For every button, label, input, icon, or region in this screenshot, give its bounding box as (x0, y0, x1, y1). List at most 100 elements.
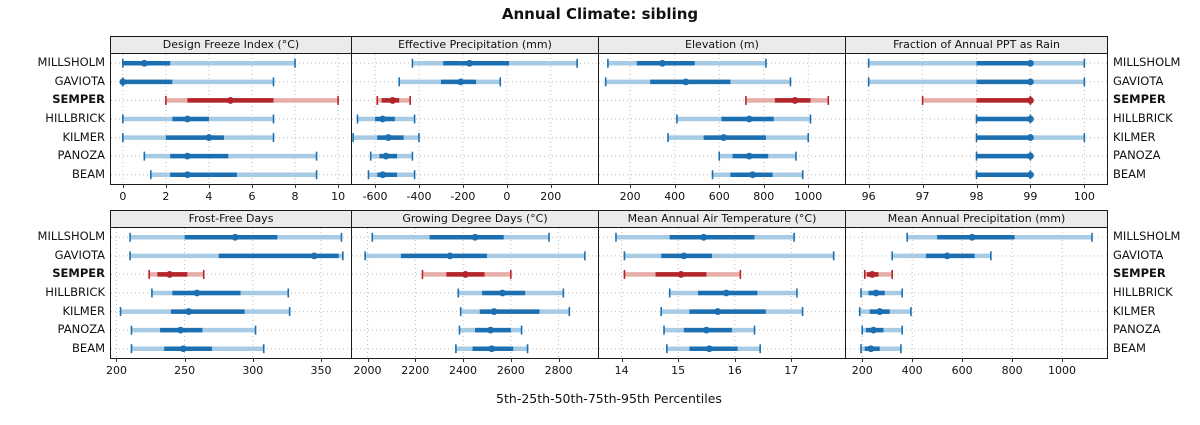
axis-tick-label: 2800 (544, 364, 573, 377)
panel-plot-svg (111, 54, 351, 184)
series-millsholm (906, 232, 1093, 242)
panel-plot-region (111, 54, 351, 184)
panel-plot-svg (352, 228, 598, 358)
axis-tick-mark (550, 184, 552, 188)
series-kilmer (119, 307, 291, 317)
series-millsholm (122, 58, 296, 68)
axis-tick-mark (1012, 358, 1014, 362)
series-kilmer (667, 133, 810, 143)
station-label-gaviota: GAVIOTA (54, 247, 105, 262)
series-panoza (663, 325, 756, 335)
axis-tick-label: 200 (105, 364, 127, 377)
series-beam (455, 344, 529, 354)
station-label-beam: BEAM (1113, 340, 1146, 355)
series-semper (148, 269, 205, 279)
axis-tick-mark (462, 184, 464, 188)
station-label-millsholm: MILLSHOLM (37, 229, 105, 244)
panel-plot-svg (846, 228, 1107, 358)
axis-tick-mark (862, 358, 864, 362)
series-hillbrick (151, 288, 290, 298)
station-label-millsholm: MILLSHOLM (1113, 55, 1181, 70)
series-gaviota (129, 251, 344, 261)
series-gaviota (891, 251, 992, 261)
axis-tick-label: 8 (291, 190, 299, 203)
panel-strip-label: Elevation (m) (599, 37, 845, 54)
series-hillbrick (122, 114, 275, 124)
station-label-panoza: PANOZA (1113, 322, 1161, 337)
chart-title: Annual Climate: sibling (501, 5, 699, 23)
station-label-gaviota: GAVIOTA (1113, 73, 1164, 88)
axis-tick-label: 2 (162, 190, 170, 203)
series-hillbrick (356, 114, 416, 124)
station-label-beam: BEAM (72, 166, 105, 181)
axis-tick-label: 200 (851, 364, 873, 377)
panel-plot-region (846, 228, 1107, 358)
axis-tick-mark (808, 184, 810, 188)
station-label-panoza: PANOZA (1113, 148, 1161, 163)
panel-plot-region (352, 54, 598, 184)
series-beam (150, 170, 318, 180)
series-beam (711, 170, 804, 180)
axis-tick-mark (558, 358, 560, 362)
station-label-panoza: PANOZA (57, 148, 105, 163)
axis-tick-mark (184, 358, 186, 362)
axis-tick-mark (295, 184, 297, 188)
axis-tick-mark (418, 184, 420, 188)
panel-design-freeze-index-c-: Design Freeze Index (°C) (110, 36, 352, 185)
panel-plot-svg (352, 54, 598, 184)
station-label-hillbrick: HILLBRICK (1113, 285, 1173, 299)
axis-tick-label: 600 (708, 190, 730, 203)
series-millsholm (129, 232, 343, 242)
series-kilmer (122, 133, 275, 143)
axis-tick-label: 96 (861, 190, 876, 203)
series-panoza (458, 325, 523, 335)
panel-plot-region (111, 228, 351, 358)
series-millsholm (607, 58, 767, 68)
series-millsholm (371, 232, 550, 242)
station-label-panoza: PANOZA (57, 322, 105, 337)
station-label-hillbrick: HILLBRICK (45, 111, 105, 125)
panel-plot-svg (599, 54, 845, 184)
series-millsholm (411, 58, 578, 68)
axis-tick-label: 2200 (401, 364, 430, 377)
series-beam (975, 170, 1034, 180)
series-gaviota (119, 77, 275, 87)
panel-strip-label: Design Freeze Index (°C) (111, 37, 351, 54)
axis-tick-mark (976, 184, 978, 188)
axis-tick-mark (922, 184, 924, 188)
axis-tick-label: 16 (727, 364, 742, 377)
panel-fraction-of-annual-ppt-as-rain: Fraction of Annual PPT as Rain (845, 36, 1108, 185)
station-label-hillbrick: HILLBRICK (45, 285, 105, 299)
panel-effective-precipitation-mm-: Effective Precipitation (mm) (351, 36, 599, 185)
axis-tick-label: 99 (1023, 190, 1038, 203)
axis-tick-mark (1062, 358, 1064, 362)
station-label-semper: SEMPER (52, 92, 105, 107)
axis-tick-mark (962, 358, 964, 362)
series-panoza (369, 151, 414, 161)
axis-tick-mark (621, 358, 623, 362)
series-beam (666, 344, 761, 354)
axis-tick-label: 1000 (794, 190, 823, 203)
panel-elevation-m-: Elevation (m) (598, 36, 846, 185)
panel-plot-region (599, 54, 845, 184)
axis-tick-label: 15 (671, 364, 686, 377)
series-panoza (975, 151, 1034, 161)
series-kilmer (660, 307, 804, 317)
series-semper (165, 95, 339, 105)
axis-tick-mark (791, 358, 793, 362)
panel-strip-label: Mean Annual Air Temperature (°C) (599, 211, 845, 228)
axis-tick-label: -200 (450, 190, 476, 203)
axis-tick-mark (763, 184, 765, 188)
axis-tick-label: 0 (119, 190, 127, 203)
series-hillbrick (676, 114, 812, 124)
axis-tick-mark (678, 358, 680, 362)
axis-tick-mark (375, 184, 377, 188)
series-beam (367, 170, 416, 180)
axis-tick-mark (122, 184, 124, 188)
axis-tick-mark (506, 184, 508, 188)
series-beam (860, 344, 902, 354)
axis-tick-mark (1084, 184, 1086, 188)
axis-tick-label: 800 (753, 190, 775, 203)
axis-tick-mark (367, 358, 369, 362)
axis-tick-mark (208, 184, 210, 188)
